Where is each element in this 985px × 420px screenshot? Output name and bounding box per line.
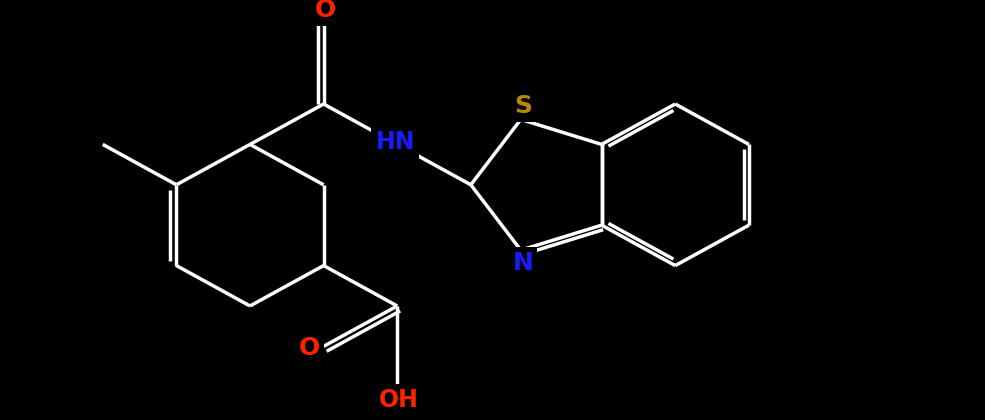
Text: HN: HN — [375, 131, 415, 155]
Text: O: O — [315, 0, 336, 22]
Text: OH: OH — [379, 388, 420, 412]
Text: N: N — [512, 252, 533, 276]
Text: O: O — [299, 336, 320, 360]
Text: S: S — [514, 94, 532, 118]
